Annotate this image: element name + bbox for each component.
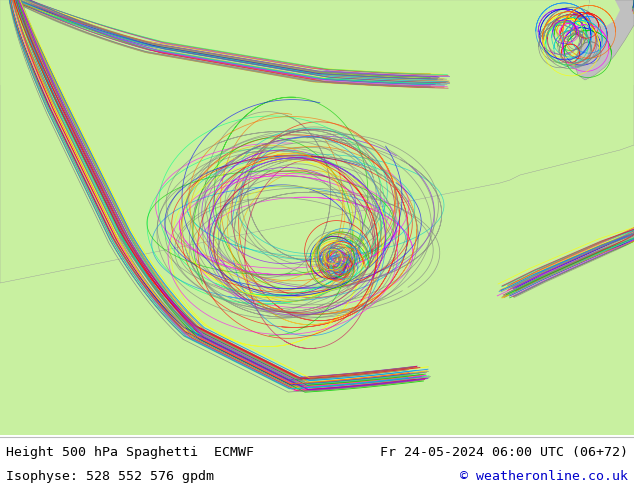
Polygon shape (0, 0, 634, 283)
Text: © weatheronline.co.uk: © weatheronline.co.uk (460, 469, 628, 483)
Polygon shape (0, 0, 634, 435)
Text: Height 500 hPa Spaghetti  ECMWF: Height 500 hPa Spaghetti ECMWF (6, 445, 254, 459)
Polygon shape (588, 0, 620, 27)
Polygon shape (575, 0, 634, 80)
Text: Isophyse: 528 552 576 gpdm: Isophyse: 528 552 576 gpdm (6, 469, 214, 483)
Text: Fr 24-05-2024 06:00 UTC (06+72): Fr 24-05-2024 06:00 UTC (06+72) (380, 445, 628, 459)
Polygon shape (0, 0, 634, 85)
